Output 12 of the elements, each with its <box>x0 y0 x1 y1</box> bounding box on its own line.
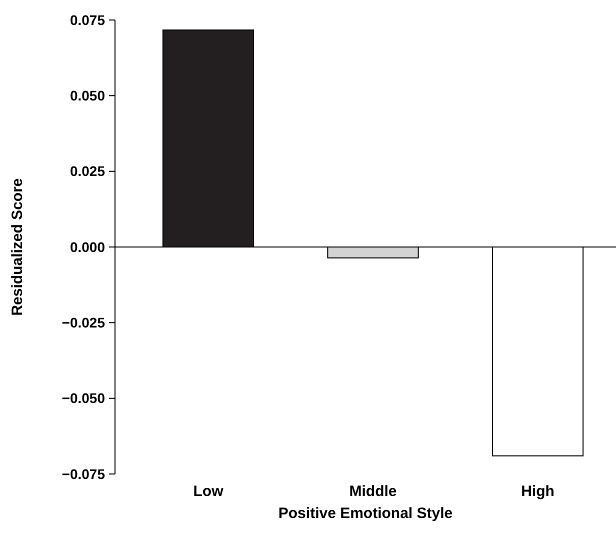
x-tick-label: Low <box>193 483 224 500</box>
x-tick-label: Middle <box>349 483 397 500</box>
y-tick-label: 0.000 <box>70 238 106 255</box>
y-axis-title: Residualized Score <box>9 178 26 316</box>
y-tick-label: 0.025 <box>70 163 106 180</box>
y-tick-label: 0.075 <box>70 12 106 28</box>
y-tick-label: −0.025 <box>62 314 106 331</box>
x-axis-title: Positive Emotional Style <box>278 505 453 522</box>
y-tick-label: −0.075 <box>62 466 106 482</box>
x-tick-label: High <box>521 483 554 500</box>
y-tick-label: −0.050 <box>62 390 106 406</box>
y-tick-label: 0.050 <box>70 88 106 104</box>
